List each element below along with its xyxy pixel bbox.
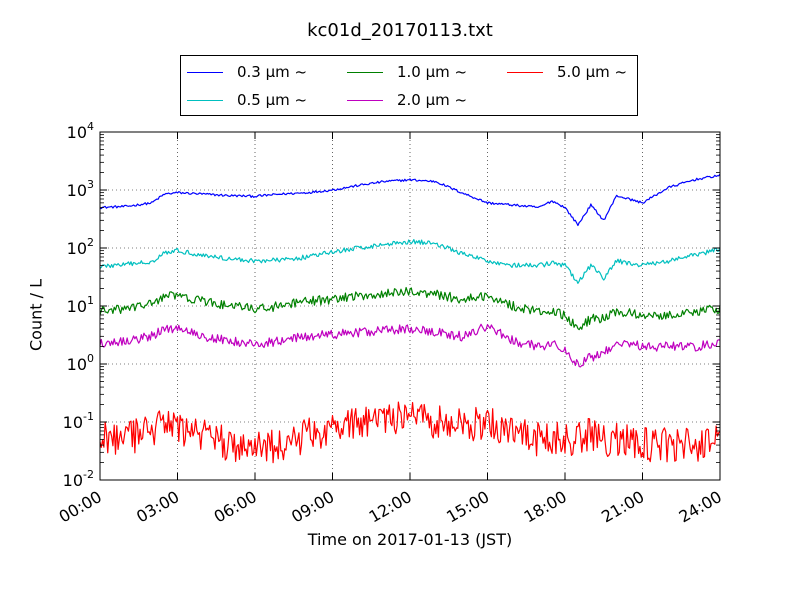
grid-lines <box>100 132 720 480</box>
y-tick-label: 102 <box>67 236 94 258</box>
legend-label: 1.0 µm ~ <box>397 63 468 81</box>
legend: 0.3 µm ~ 1.0 µm ~ 5.0 µm ~ 0.5 µm ~ 2.0 … <box>180 55 638 116</box>
series-line-1 <box>99 238 721 284</box>
x-tick-labels: 00:00 03:00 06:00 09:00 12:00 15:00 18:00 21:00… <box>56 487 725 527</box>
legend-item-1-0um: 1.0 µm ~ <box>347 62 467 82</box>
series-line-3 <box>99 323 721 368</box>
axis-ticks <box>99 131 721 481</box>
y-axis-label-box: Count / L <box>16 279 56 351</box>
y-axis-label: Count / L <box>26 279 46 351</box>
x-tick-label: 03:00 <box>133 487 182 527</box>
y-tick-label: 103 <box>67 178 94 200</box>
legend-label: 0.3 µm ~ <box>237 63 308 81</box>
legend-line-icon <box>347 71 383 73</box>
x-tick-label: 12:00 <box>366 487 415 527</box>
x-tick-label: 09:00 <box>288 487 337 527</box>
x-tick-label: 21:00 <box>598 487 647 527</box>
x-axis-label: Time on 2017-01-13 (JST) <box>307 530 513 549</box>
legend-label: 2.0 µm ~ <box>397 91 468 109</box>
y-tick-labels: 10-2 10-1 100 101 102 103 104 <box>63 120 94 490</box>
legend-line-icon <box>507 71 543 73</box>
legend-line-icon <box>347 99 383 101</box>
x-tick-label: 24:00 <box>676 487 725 527</box>
legend-label: 5.0 µm ~ <box>557 63 628 81</box>
legend-item-5-0um: 5.0 µm ~ <box>507 62 627 82</box>
y-tick-label: 10-2 <box>63 468 94 490</box>
legend-line-icon <box>187 99 223 101</box>
legend-item-0-5um: 0.5 µm ~ <box>187 90 307 110</box>
legend-label: 0.5 µm ~ <box>237 91 308 109</box>
series-line-2 <box>99 286 721 331</box>
x-tick-label: 15:00 <box>443 487 492 527</box>
data-series <box>99 173 721 464</box>
chart-title: kc01d_20170113.txt <box>307 20 493 41</box>
x-tick-label: 06:00 <box>211 487 260 527</box>
legend-item-2-0um: 2.0 µm ~ <box>347 90 467 110</box>
y-tick-label: 104 <box>67 120 94 142</box>
y-tick-label: 100 <box>67 352 94 374</box>
series-line-4 <box>99 401 721 464</box>
y-tick-label: 10-1 <box>63 410 94 432</box>
x-tick-label: 18:00 <box>521 487 570 527</box>
y-tick-label: 101 <box>67 294 94 316</box>
x-tick-label: 00:00 <box>56 487 105 527</box>
legend-item-0-3um: 0.3 µm ~ <box>187 62 307 82</box>
series-line-0 <box>99 173 721 227</box>
legend-line-icon <box>187 71 223 73</box>
